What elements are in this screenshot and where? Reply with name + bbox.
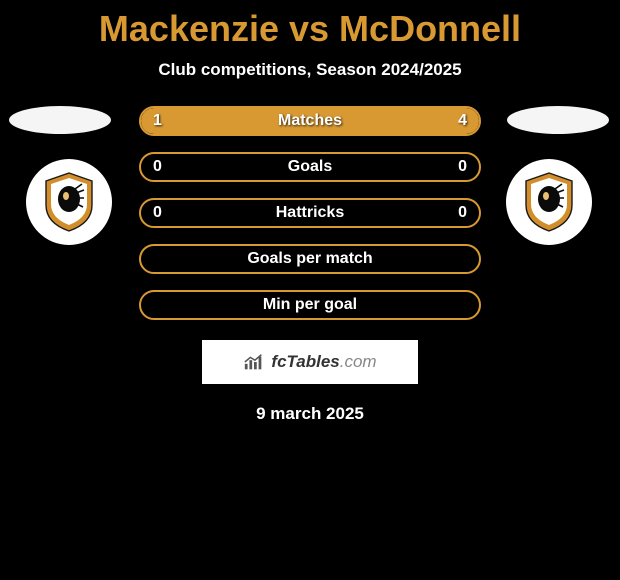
team-badge-right xyxy=(506,159,592,245)
stat-value-right: 4 xyxy=(458,112,467,130)
shield-icon xyxy=(522,171,576,233)
comparison-panel: 1 Matches 4 0 Goals 0 0 Hattricks 0 Goals per mat… xyxy=(0,106,620,424)
stat-label: Goals per match xyxy=(247,250,372,268)
player-placeholder-left xyxy=(9,106,111,134)
stat-row: 0 Hattricks 0 xyxy=(139,198,481,228)
stat-label: Matches xyxy=(278,112,342,130)
stats-list: 1 Matches 4 0 Goals 0 0 Hattricks 0 Goals per mat… xyxy=(139,106,481,320)
stat-row: Goals per match xyxy=(139,244,481,274)
stat-label: Goals xyxy=(288,158,332,176)
shield-icon xyxy=(42,171,96,233)
stat-value-left: 1 xyxy=(153,112,162,130)
brand-logo[interactable]: fcTables.com xyxy=(202,340,418,384)
stat-row: 1 Matches 4 xyxy=(139,106,481,136)
team-badge-left xyxy=(26,159,112,245)
footer-date: 9 march 2025 xyxy=(0,404,620,424)
page-subtitle: Club competitions, Season 2024/2025 xyxy=(0,60,620,80)
stat-value-left: 0 xyxy=(153,204,162,222)
stat-row: Min per goal xyxy=(139,290,481,320)
stat-value-right: 0 xyxy=(458,204,467,222)
brand-name-primary: fcTables.com xyxy=(271,352,376,372)
stat-fill-left xyxy=(141,108,209,134)
player-placeholder-right xyxy=(507,106,609,134)
stat-value-left: 0 xyxy=(153,158,162,176)
stat-row: 0 Goals 0 xyxy=(139,152,481,182)
chart-icon xyxy=(243,352,265,372)
stat-value-right: 0 xyxy=(458,158,467,176)
stat-fill-right xyxy=(209,108,479,134)
stat-label: Hattricks xyxy=(276,204,344,222)
page-title: Mackenzie vs McDonnell xyxy=(0,8,620,50)
stat-label: Min per goal xyxy=(263,296,357,314)
